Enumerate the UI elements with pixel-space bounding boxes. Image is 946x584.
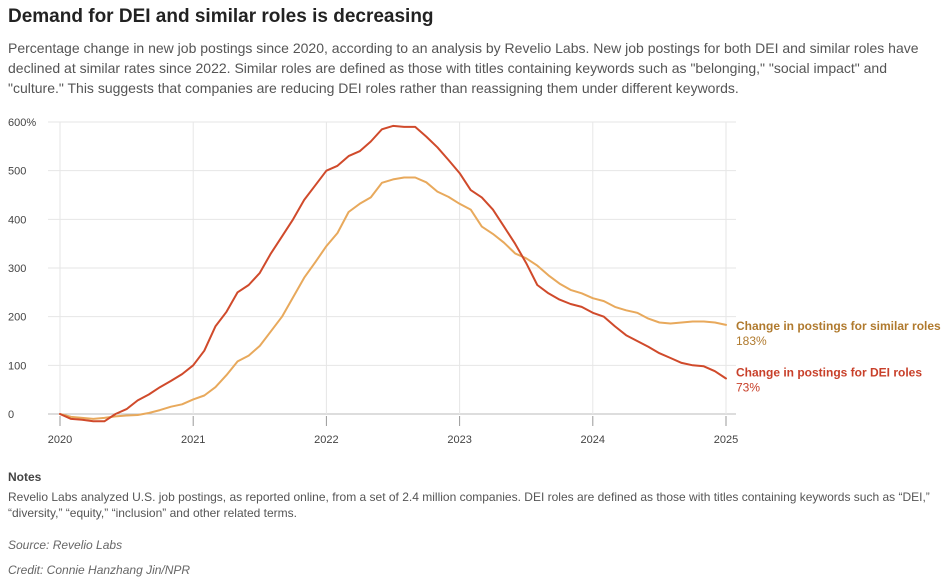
dei-roles-label: Change in postings for DEI roles [736,365,922,379]
y-tick-label: 400 [8,214,26,226]
x-tick-label: 2025 [714,434,738,446]
y-tick-label: 100 [8,360,26,372]
x-tick-label: 2020 [48,434,72,446]
source-line: Source: Revelio Labs [8,538,123,552]
notes-heading: Notes [8,470,42,484]
dei-roles-value: 73% [736,380,760,394]
x-tick-label: 2022 [314,434,338,446]
similar-roles-label: Change in postings for similar roles [736,319,941,333]
y-tick-label: 300 [8,263,26,275]
y-tick-label: 200 [8,312,26,324]
chart-subtitle: Percentage change in new job postings si… [8,40,919,96]
y-tick-label: 600% [8,117,36,129]
x-tick-label: 2023 [447,434,471,446]
dei-roles-line [59,124,727,423]
x-tick-label: 2021 [181,434,205,446]
y-tick-label: 0 [8,409,14,421]
chart-title: Demand for DEI and similar roles is decr… [8,6,434,27]
notes-text: Revelio Labs analyzed U.S. job postings,… [8,490,930,520]
similar-roles-line [59,176,727,420]
credit-line: Credit: Connie Hanzhang Jin/NPR [8,563,191,577]
line-chart: 0 100 200 300 400 500 600% 2020 2021 2022 2023 2024… [8,117,941,446]
x-tick-label: 2024 [581,434,605,446]
similar-roles-value: 183% [736,334,767,348]
y-tick-label: 500 [8,166,26,178]
